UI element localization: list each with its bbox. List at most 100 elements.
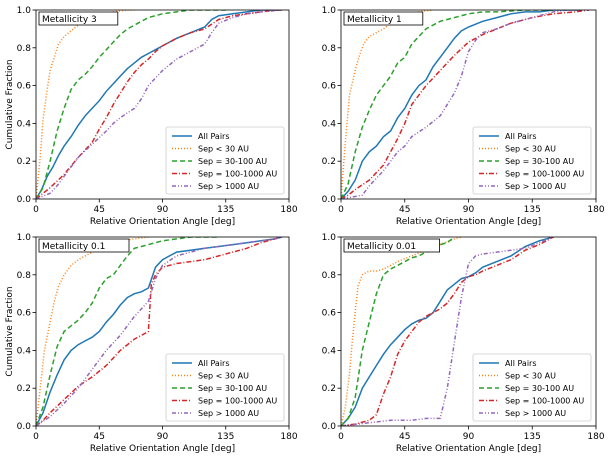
- y-tick-label: 0.2: [322, 157, 336, 167]
- legend-entry-label: Sep = 100-1000 AU: [198, 170, 277, 179]
- y-tick-label: 0.8: [322, 44, 337, 54]
- y-tick-label: 1.0: [17, 233, 32, 243]
- x-tick-label: 90: [463, 432, 475, 442]
- legend-entry-label: Sep > 1000 AU: [198, 182, 259, 191]
- panel-label-box: [343, 238, 440, 253]
- x-tick-label: 0: [338, 432, 344, 442]
- legend-entry-label: Sep < 30 AU: [505, 145, 556, 154]
- panel-label-box: [343, 11, 424, 26]
- series-line-1: [36, 10, 282, 199]
- x-tick-label: 180: [587, 205, 604, 215]
- x-axis-label: Relative Orientation Angle [deg]: [396, 444, 541, 454]
- legend-entry-label: Sep = 30-100 AU: [505, 157, 574, 166]
- legend: All Pairs Sep < 30 AU Sep = 30-100 AU Sep =…: [165, 353, 285, 422]
- x-tick-label: 90: [157, 205, 169, 215]
- y-tick-label: 0.8: [322, 271, 337, 281]
- legend: All Pairs Sep < 30 AU Sep = 30-100 AU Sep =…: [165, 126, 285, 195]
- y-tick-label: 0.0: [17, 195, 32, 205]
- x-tick-label: 45: [94, 432, 105, 442]
- y-tick-label: 0.0: [322, 195, 337, 205]
- legend: All Pairs Sep < 30 AU Sep = 30-100 AU Sep =…: [472, 353, 592, 422]
- legend-entry-label: Sep > 1000 AU: [198, 409, 259, 418]
- y-tick-label: 0.2: [17, 384, 31, 394]
- legend-entry-label: Sep < 30 AU: [505, 372, 556, 381]
- legend-entry-label: All Pairs: [505, 132, 537, 141]
- y-tick-label: 0.4: [17, 119, 32, 129]
- y-tick-label: 0.0: [322, 422, 337, 432]
- x-axis-label: Relative Orientation Angle [deg]: [396, 217, 541, 227]
- x-tick-label: 180: [587, 432, 604, 442]
- legend-box: [472, 353, 592, 422]
- legend-entry-label: Sep = 30-100 AU: [198, 157, 267, 166]
- y-tick-label: 0.6: [17, 82, 32, 92]
- legend-entry-label: Sep > 1000 AU: [505, 182, 566, 191]
- series-line-5: [36, 237, 283, 426]
- series-line-4: [341, 237, 554, 426]
- series-line-3: [36, 10, 226, 199]
- y-tick-label: 1.0: [322, 6, 337, 16]
- y-tick-label: 0.0: [17, 422, 32, 432]
- legend-entry-label: All Pairs: [505, 359, 537, 368]
- series-line-1: [341, 237, 554, 426]
- x-tick-label: 0: [33, 432, 39, 442]
- x-tick-label: 0: [33, 205, 39, 215]
- legend-entry-label: Sep = 100-1000 AU: [505, 397, 584, 406]
- y-axis-label: Cumulative Fraction: [5, 286, 15, 376]
- y-tick-label: 0.2: [322, 384, 336, 394]
- y-axis-label: Cumulative Fraction: [5, 59, 15, 149]
- panel-2: 0 45 90 135 180 0.0 0.2 0.4 0.6 0.8 1.0 Relative Or…: [322, 6, 605, 227]
- series-line-2: [36, 237, 149, 426]
- x-tick-label: 135: [524, 205, 541, 215]
- series-line-4: [36, 237, 283, 426]
- series-line-1: [36, 237, 283, 426]
- legend-entry-label: Sep < 30 AU: [198, 372, 249, 381]
- legend-entry-label: All Pairs: [198, 132, 230, 141]
- x-tick-label: 135: [524, 432, 541, 442]
- series-line-2: [341, 10, 434, 199]
- panel-1: 0 45 90 135 180 0.0 0.2 0.4 0.6 0.8 1.0 Relative Or…: [5, 6, 298, 227]
- panel-label: Metallicity 1: [347, 15, 402, 25]
- x-tick-label: 45: [399, 205, 410, 215]
- panel-label: Metallicity 3: [42, 15, 97, 25]
- x-tick-label: 90: [157, 432, 169, 442]
- legend-box: [165, 353, 285, 422]
- x-tick-label: 45: [94, 205, 105, 215]
- legend-entry-label: Sep = 30-100 AU: [198, 384, 267, 393]
- legend-entry-label: Sep = 100-1000 AU: [198, 397, 277, 406]
- series-line-5: [341, 237, 554, 426]
- y-tick-label: 0.4: [17, 346, 32, 356]
- series-line-5: [341, 10, 589, 199]
- legend-entry-label: All Pairs: [198, 359, 230, 368]
- y-tick-label: 0.6: [322, 82, 337, 92]
- y-tick-label: 0.2: [17, 157, 31, 167]
- series-line-1: [341, 10, 582, 199]
- legend-entry-label: Sep = 30-100 AU: [505, 384, 574, 393]
- y-tick-label: 0.4: [322, 346, 337, 356]
- legend: All Pairs Sep < 30 AU Sep = 30-100 AU Sep =…: [472, 126, 592, 195]
- legend-box: [472, 126, 592, 195]
- y-tick-label: 0.4: [322, 119, 337, 129]
- x-tick-label: 135: [217, 432, 234, 442]
- panel-4: 0 45 90 135 180 0.0 0.2 0.4 0.6 0.8 1.0 Relative Or…: [322, 233, 605, 454]
- y-tick-label: 0.6: [322, 309, 337, 319]
- legend-entry-label: Sep < 30 AU: [198, 145, 249, 154]
- series-line-2: [341, 237, 462, 426]
- legend-entry-label: Sep = 100-1000 AU: [505, 170, 584, 179]
- series-line-4: [341, 10, 590, 199]
- series-line-5: [36, 10, 283, 199]
- legend-entry-label: Sep > 1000 AU: [505, 409, 566, 418]
- x-tick-label: 90: [463, 205, 475, 215]
- panel-label: Metallicity 0.1: [42, 242, 105, 252]
- series-line-3: [341, 10, 554, 199]
- panel-label-box: [38, 11, 119, 26]
- panel-label: Metallicity 0.01: [347, 242, 416, 252]
- y-tick-label: 1.0: [17, 6, 32, 16]
- legend-box: [165, 126, 285, 195]
- x-axis-label: Relative Orientation Angle [deg]: [90, 444, 235, 454]
- x-axis-label: Relative Orientation Angle [deg]: [90, 217, 235, 227]
- x-tick-label: 0: [338, 205, 344, 215]
- series-line-4: [36, 10, 282, 199]
- x-tick-label: 135: [217, 205, 234, 215]
- y-tick-label: 0.6: [17, 309, 32, 319]
- panel-3: 0 45 90 135 180 0.0 0.2 0.4 0.6 0.8 1.0 Relative Or…: [5, 233, 298, 454]
